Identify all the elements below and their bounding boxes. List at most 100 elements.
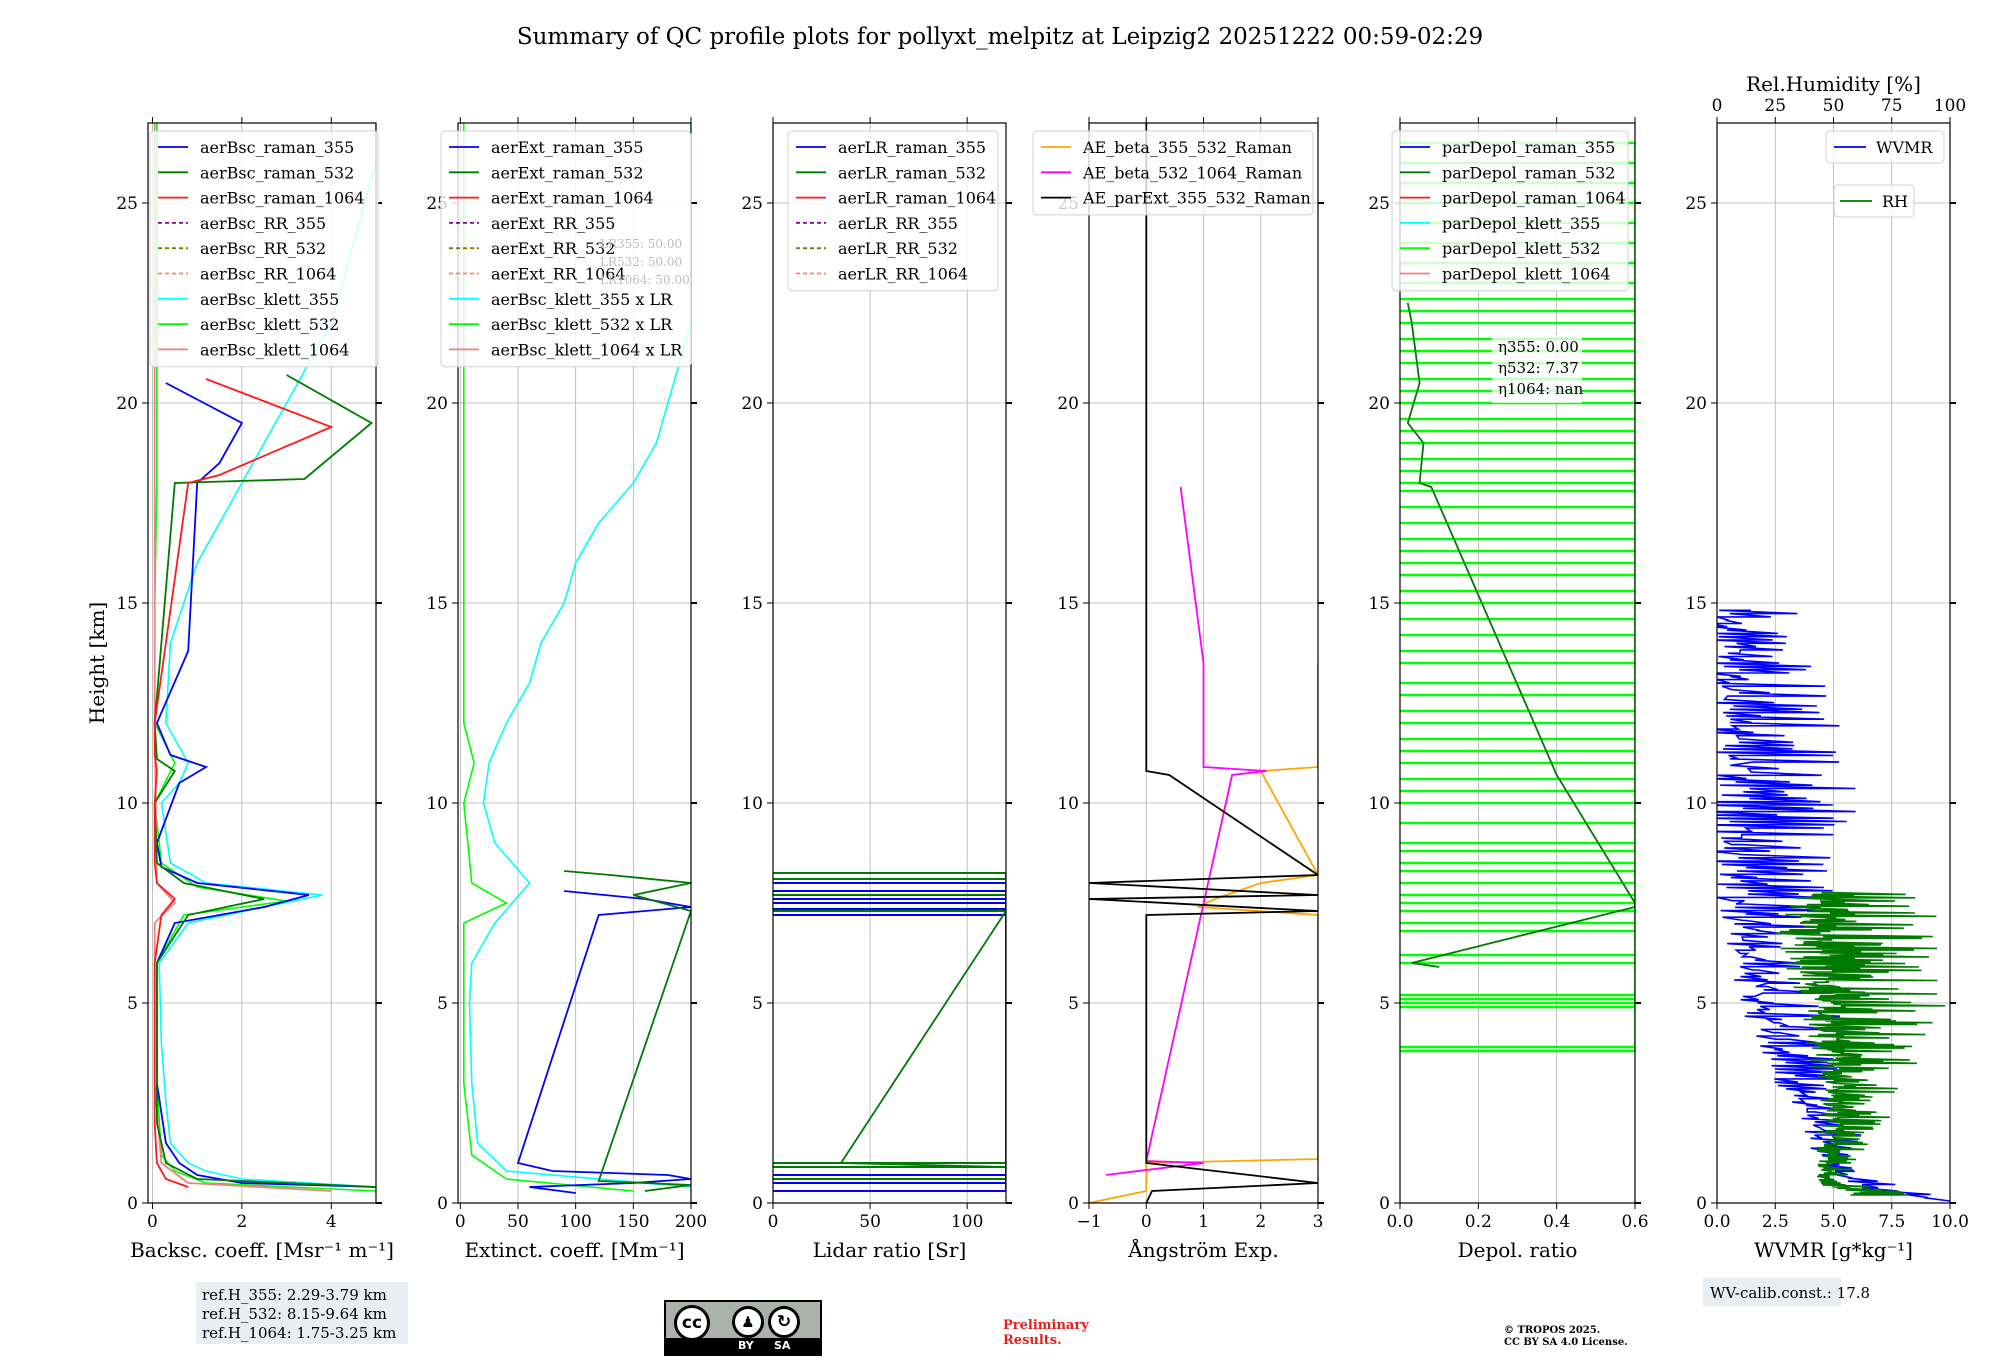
- series-aerExt_raman_532: [564, 870, 691, 1192]
- x-tick-label: 50: [859, 1212, 881, 1232]
- legend-label: aerBsc_klett_355: [200, 290, 339, 309]
- lr-annotation-text: LR1064: 50.00: [600, 273, 690, 287]
- x-tick-label: −1: [1076, 1212, 1101, 1232]
- eta-text: η532: 7.37: [1498, 359, 1579, 377]
- person-icon: ♟: [732, 1306, 764, 1338]
- x-tick-label: 7.5: [1878, 1212, 1905, 1232]
- plot-area: [1717, 609, 1950, 1202]
- plot-area: [1089, 123, 1318, 1203]
- legend: aerLR_raman_355 aerLR_raman_532 aerLR_rama…: [787, 130, 999, 292]
- x2-tick-label: 50: [1823, 96, 1845, 116]
- y-tick-label: 5: [1068, 994, 1079, 1014]
- panel-backscatter: 0 2 4 0 5 10 15 20 25 Backsc. coeff. [Msr⁻¹ m⁻¹] H…: [85, 117, 408, 1344]
- legend-label: AE_parExt_355_532_Raman: [1082, 189, 1311, 208]
- plot-area: [462, 123, 691, 1194]
- y-tick-label: 20: [116, 394, 138, 414]
- y-tick-label: 0: [1068, 1194, 1079, 1214]
- wv-calib-box: [1703, 1278, 1841, 1306]
- x-tick-label: 100: [559, 1212, 591, 1232]
- legend-label: aerExt_raman_532: [491, 163, 644, 182]
- y-tick-label: 15: [1368, 594, 1390, 614]
- y-tick-label: 10: [116, 794, 138, 814]
- eta-box: [1492, 335, 1582, 403]
- plot-area: [153, 123, 376, 1192]
- legend-label: aerBsc_raman_532: [200, 163, 354, 182]
- x-tick-label: 0: [1141, 1212, 1152, 1232]
- ref-height-text: ref.H_1064: 1.75-3.25 km: [202, 1324, 396, 1342]
- x-tick-label: 10.0: [1931, 1212, 1969, 1232]
- legend-label: parDepol_klett_532: [1442, 239, 1600, 258]
- x-axis-label: Extinct. coeff. [Mm⁻¹]: [464, 1238, 684, 1262]
- ref-height-text: ref.H_532: 8.15-9.64 km: [202, 1305, 387, 1323]
- legend-label: aerLR_RR_532: [838, 239, 958, 258]
- legend-label: aerBsc_klett_532 x LR: [491, 315, 673, 334]
- legend: aerBsc_raman_355 aerBsc_raman_532 aerBsc_r…: [149, 130, 379, 368]
- y-tick-label: 15: [1057, 594, 1079, 614]
- copyright-note: © TROPOS 2025. CC BY SA 4.0 License.: [1504, 1325, 1628, 1349]
- y-tick-label: 5: [1696, 994, 1707, 1014]
- y-tick-label: 20: [1057, 394, 1079, 414]
- legend-label: aerBsc_raman_1064: [200, 189, 365, 208]
- x-axis-label: Depol. ratio: [1458, 1238, 1578, 1262]
- y-tick-label: 10: [741, 794, 763, 814]
- x-tick-label: 3: [1313, 1212, 1324, 1232]
- legend-box: [1391, 130, 1629, 292]
- series-aerBsc_klett_532 x LR: [462, 123, 634, 1192]
- plot-area: [773, 872, 1006, 1192]
- cc-sa-label: SA: [774, 1339, 791, 1352]
- y-tick-label: 10: [1685, 794, 1707, 814]
- y-tick-label: 0: [127, 1194, 138, 1214]
- series-parDepol_raman_532: [1406, 302, 1635, 968]
- panel-water-vapor: 0.0 2.5 5.0 7.5 10.0 0 5 10 15 20 25 WVMR [g*kg⁻¹] 0…: [1685, 72, 1969, 1306]
- x-tick-label: 0: [147, 1212, 158, 1232]
- y-tick-label: 10: [1057, 794, 1079, 814]
- x-tick-label: 150: [617, 1212, 649, 1232]
- y-tick-label: 5: [752, 994, 763, 1014]
- series-aerBsc_raman_532: [153, 374, 376, 1188]
- y-tick-label: 25: [1368, 194, 1390, 214]
- y-tick-label: 15: [426, 594, 448, 614]
- panel-depolarization: 0.0 0.2 0.4 0.6 0 5 10 15 20 25 Depol. ratio parDep…: [1368, 117, 1649, 1262]
- y-tick-label: 15: [116, 594, 138, 614]
- legend-label: aerBsc_klett_1064: [200, 340, 349, 359]
- y-tick-label: 5: [437, 994, 448, 1014]
- legend-label: aerLR_raman_532: [838, 163, 986, 182]
- wv-calib-text: WV-calib.const.: 17.8: [1710, 1284, 1870, 1302]
- legend-label: AE_beta_355_532_Raman: [1082, 138, 1292, 157]
- x-tick-label: 0.4: [1543, 1212, 1570, 1232]
- cc-icon: cc: [674, 1305, 710, 1341]
- legend-label: aerExt_raman_355: [491, 138, 644, 157]
- series-aerBsc_raman_1064: [153, 378, 334, 1188]
- legend-box: [787, 130, 999, 292]
- x-tick-label: 5.0: [1820, 1212, 1847, 1232]
- legend-label: RH: [1882, 192, 1908, 211]
- y-tick-label: 0: [437, 1194, 448, 1214]
- y-tick-label: 20: [426, 394, 448, 414]
- preliminary-note: Preliminary Results.: [1003, 1318, 1089, 1348]
- legend-label: aerLR_raman_1064: [838, 189, 996, 208]
- axes-frame: [147, 122, 377, 1204]
- series-aerLR_raman_532: [839, 873, 1006, 1179]
- y-tick-label: 15: [1685, 594, 1707, 614]
- legend-label: parDepol_klett_355: [1442, 214, 1600, 233]
- y-tick-label: 25: [741, 194, 763, 214]
- y-tick-label: 15: [741, 594, 763, 614]
- x-tick-label: 1: [1198, 1212, 1209, 1232]
- legend-label: parDepol_raman_355: [1442, 138, 1615, 157]
- x-tick-label: 0.0: [1386, 1212, 1413, 1232]
- eta-text: η1064: nan: [1498, 380, 1584, 398]
- x-tick-label: 2: [1255, 1212, 1266, 1232]
- series-aerBsc_klett_355: [158, 123, 376, 1188]
- x-tick-label: 4: [326, 1212, 337, 1232]
- legend-box: [440, 130, 692, 368]
- panel-angstrom: −101230510152025Ångström Exp.AE_beta_355…: [1032, 117, 1324, 1262]
- y-axis-label: Height [km]: [85, 602, 109, 724]
- series-AE_parExt_355_532_Raman: [1089, 123, 1318, 1203]
- series-aerBsc_klett_355 x LR: [468, 123, 691, 1188]
- y-tick-label: 25: [116, 194, 138, 214]
- x-tick-label: 0.2: [1465, 1212, 1492, 1232]
- y-tick-label: 0: [1696, 1194, 1707, 1214]
- x2-tick-label: 0: [1712, 96, 1723, 116]
